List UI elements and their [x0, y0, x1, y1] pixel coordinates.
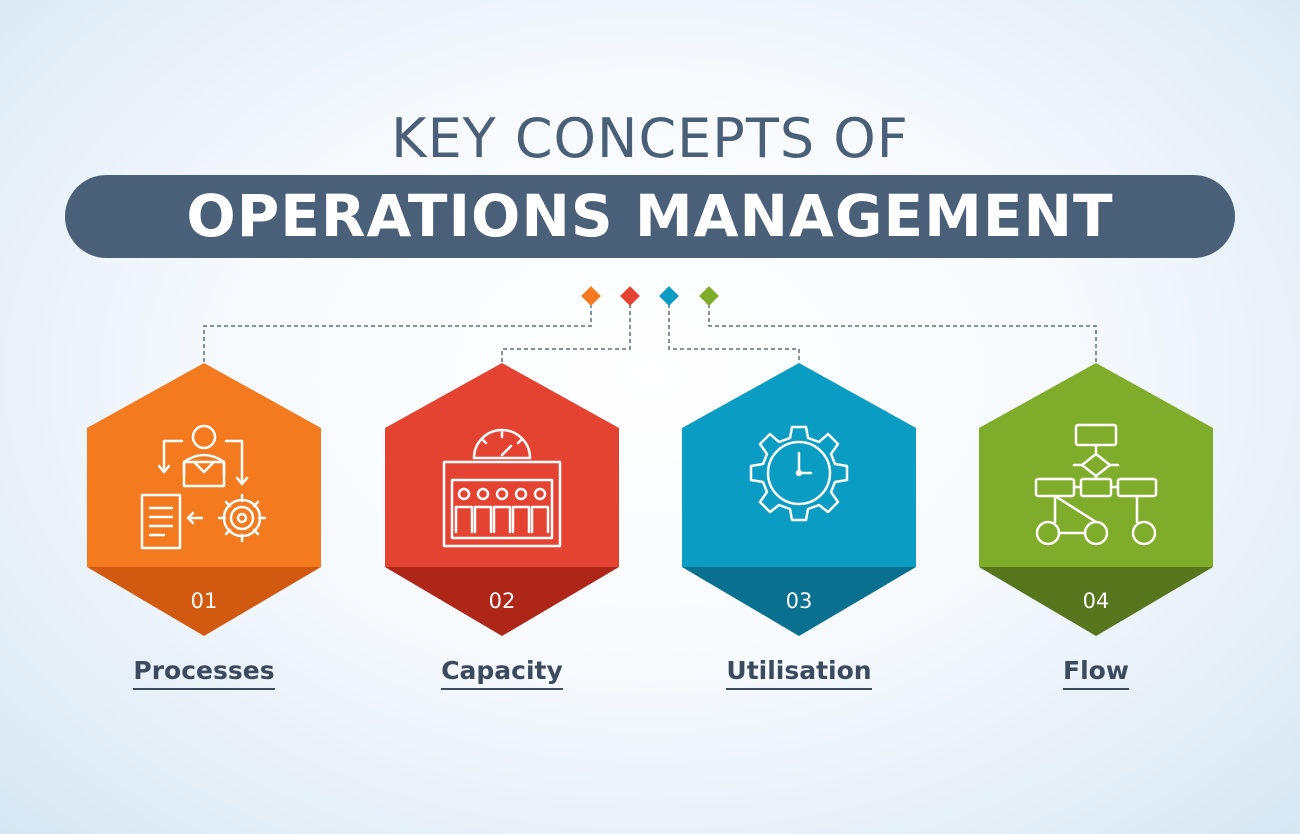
title-line-1: KEY CONCEPTS OF	[391, 107, 909, 170]
flowchart-icon	[1034, 423, 1158, 546]
label-flow: Flow	[976, 656, 1216, 690]
process-cycle-icon	[140, 424, 267, 550]
diamond-marker-03	[659, 286, 679, 306]
connector-01	[203, 304, 592, 362]
diamond-marker-02	[620, 286, 640, 306]
connector-03	[668, 304, 800, 362]
label-capacity: Capacity	[382, 656, 622, 690]
number-02: 02	[489, 589, 516, 613]
hexagon-04-body	[979, 363, 1213, 567]
hexagon-04: 04	[979, 363, 1213, 636]
number-01: 01	[191, 589, 218, 613]
number-04: 04	[1083, 589, 1110, 613]
hexagon-03: 03	[682, 363, 916, 636]
hexagon-02: 02	[385, 363, 619, 636]
connector-02	[501, 304, 631, 362]
hexagon-01-base	[87, 567, 321, 636]
gear-clock-icon	[749, 425, 849, 522]
capacity-meter-icon	[442, 428, 562, 548]
number-03: 03	[786, 589, 813, 613]
hexagon-02-body	[385, 363, 619, 567]
hexagon-02-base	[385, 567, 619, 636]
connector-lines	[203, 304, 1097, 362]
diamond-marker-01	[581, 286, 601, 306]
diamond-markers	[581, 286, 719, 306]
diamond-marker-04	[699, 286, 719, 306]
connector-04	[708, 304, 1097, 362]
hexagon-01: 01	[87, 363, 321, 636]
hexagon-03-base	[682, 567, 916, 636]
title-banner: OPERATIONS MANAGEMENT	[65, 175, 1235, 258]
label-processes: Processes	[84, 656, 324, 690]
hexagon-04-base	[979, 567, 1213, 636]
hexagon-01-body	[87, 363, 321, 567]
label-utilisation: Utilisation	[679, 656, 919, 690]
